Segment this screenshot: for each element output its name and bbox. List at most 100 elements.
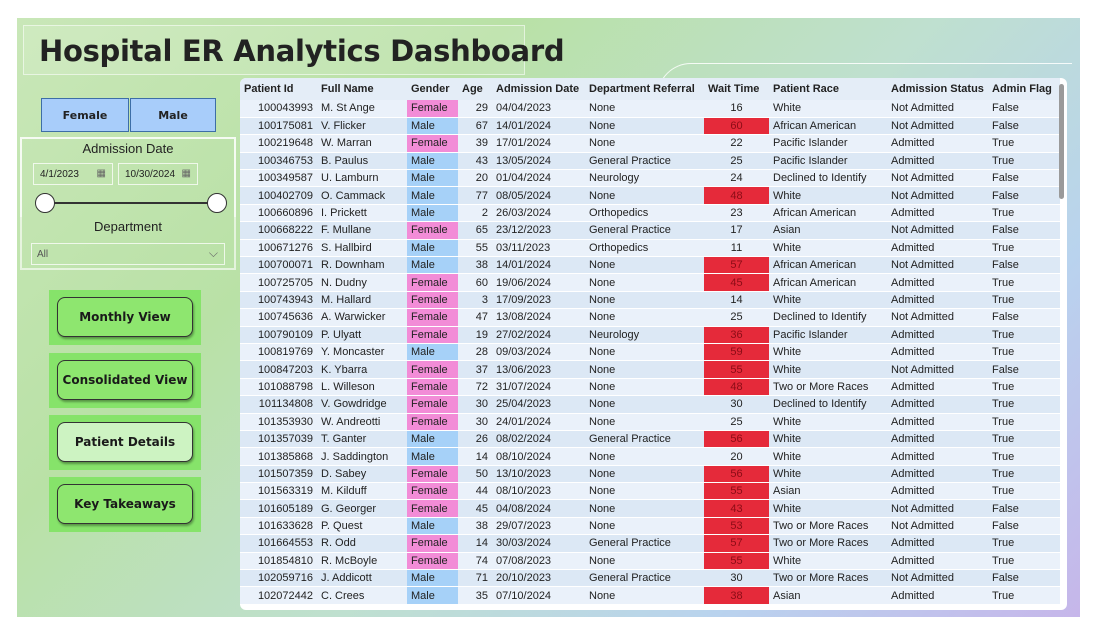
cell-patient-id: 100402709	[240, 186, 317, 205]
cell-full-name: S. Hallbird	[317, 239, 407, 258]
table-row: 100743943 M. Hallard Female 3 17/09/2023 None…	[240, 291, 1060, 310]
cell-gender: Female	[407, 360, 458, 379]
cell-department-referral: None	[585, 413, 704, 431]
cell-full-name: R. Downham	[317, 256, 407, 275]
cell-patient-id: 101134808	[240, 395, 317, 414]
monthly-view-button[interactable]: Monthly View	[57, 297, 193, 337]
cell-wait-time: 60	[704, 117, 769, 136]
date-range-slider[interactable]	[45, 202, 217, 204]
table-row: 100668222 F. Mullane Female 65 23/12/2023 Gen…	[240, 221, 1060, 240]
cell-wait-time: 57	[704, 256, 769, 275]
table-row: 100745636 A. Warwicker Female 47 13/08/2024 N…	[240, 308, 1060, 327]
cell-admin-flag: True	[988, 534, 1060, 553]
cell-patient-id: 101605189	[240, 499, 317, 518]
consolidated-view-button[interactable]: Consolidated View	[57, 360, 193, 400]
cell-patient-id: 100349587	[240, 169, 317, 188]
column-header-admin-flag[interactable]: Admin Flag	[988, 78, 1060, 100]
cell-admission-status: Admitted	[887, 552, 988, 571]
cell-admission-status: Admitted	[887, 430, 988, 449]
column-header-admission-date[interactable]: Admission Date	[492, 78, 585, 100]
cell-full-name: I. Prickett	[317, 204, 407, 223]
column-header-full-name[interactable]: Full Name	[317, 78, 407, 100]
cell-full-name: V. Gowdridge	[317, 395, 407, 414]
cell-full-name: P. Quest	[317, 517, 407, 536]
cell-admin-flag: False	[988, 308, 1060, 327]
cell-department-referral: Orthopedics	[585, 239, 704, 258]
slider-end-handle[interactable]	[207, 193, 227, 213]
column-header-patient-id[interactable]: Patient Id	[240, 78, 317, 100]
column-header-gender[interactable]: Gender	[407, 78, 458, 100]
cell-department-referral: None	[585, 100, 704, 118]
table-row: 100790109 P. Ulyatt Female 19 27/02/2024 Neur…	[240, 326, 1060, 344]
calendar-icon[interactable]: ▦	[181, 168, 191, 179]
cell-admin-flag: True	[988, 430, 1060, 449]
cell-admin-flag: True	[988, 291, 1060, 310]
end-date-input[interactable]: 10/30/2024 ▦	[118, 163, 198, 185]
cell-patient-race: White	[769, 447, 887, 466]
cell-admin-flag: True	[988, 395, 1060, 414]
table-row: 100346753 B. Paulus Male 43 13/05/2024 Genera…	[240, 152, 1060, 171]
cell-admin-flag: True	[988, 239, 1060, 258]
cell-admin-flag: True	[988, 482, 1060, 501]
cell-gender: Male	[407, 239, 458, 258]
column-header-wait-time[interactable]: Wait Time	[704, 78, 769, 100]
gender-filter-female[interactable]: Female	[41, 98, 129, 132]
cell-admission-status: Admitted	[887, 152, 988, 171]
column-header-department-referral[interactable]: Department Referral	[585, 78, 704, 100]
cell-patient-id: 100743943	[240, 291, 317, 310]
cell-gender: Female	[407, 273, 458, 292]
department-dropdown[interactable]: All ⌵	[31, 243, 225, 265]
cell-admission-date: 17/01/2024	[492, 134, 585, 153]
cell-department-referral: None	[585, 482, 704, 501]
column-header-patient-race[interactable]: Patient Race	[769, 78, 887, 100]
cell-admission-status: Not Admitted	[887, 100, 988, 118]
cell-wait-time: 53	[704, 517, 769, 536]
cell-admin-flag: True	[988, 204, 1060, 223]
cell-full-name: L. Willeson	[317, 378, 407, 397]
cell-admission-date: 13/05/2024	[492, 152, 585, 171]
slider-start-handle[interactable]	[35, 193, 55, 213]
gender-filter-male[interactable]: Male	[130, 98, 216, 132]
cell-patient-race: White	[769, 291, 887, 310]
cell-admin-flag: True	[988, 586, 1060, 605]
cell-full-name: Y. Moncaster	[317, 343, 407, 362]
cell-department-referral: None	[585, 378, 704, 397]
calendar-icon[interactable]: ▦	[96, 168, 106, 179]
cell-full-name: U. Lamburn	[317, 169, 407, 188]
cell-wait-time: 25	[704, 413, 769, 431]
cell-patient-id: 101357039	[240, 430, 317, 449]
cell-wait-time: 36	[704, 326, 769, 344]
column-header-admission-status[interactable]: Admission Status	[887, 78, 988, 100]
cell-admission-status: Admitted	[887, 413, 988, 431]
cell-full-name: K. Ybarra	[317, 360, 407, 379]
cell-wait-time: 14	[704, 291, 769, 310]
cell-admin-flag: False	[988, 117, 1060, 136]
cell-patient-race: African American	[769, 273, 887, 292]
cell-gender: Male	[407, 186, 458, 205]
cell-age: 43	[458, 152, 492, 171]
cell-admission-status: Admitted	[887, 239, 988, 258]
table-row: 100349587 U. Lamburn Male 20 01/04/2024 Neuro…	[240, 169, 1060, 188]
cell-department-referral: Neurology	[585, 169, 704, 188]
cell-patient-id: 100660896	[240, 204, 317, 223]
table-row: 101563319 M. Kilduff Female 44 08/10/2023 Non…	[240, 482, 1060, 501]
table-scrollbar[interactable]	[1059, 84, 1064, 199]
cell-gender: Male	[407, 117, 458, 136]
department-label: Department	[94, 219, 162, 234]
cell-age: 19	[458, 326, 492, 344]
cell-admission-status: Not Admitted	[887, 186, 988, 205]
cell-admission-status: Admitted	[887, 395, 988, 414]
column-header-age[interactable]: Age	[458, 78, 492, 100]
cell-full-name: T. Ganter	[317, 430, 407, 449]
table-row: 101507359 D. Sabey Female 50 13/10/2023 None 5…	[240, 465, 1060, 484]
patient-details-button[interactable]: Patient Details	[57, 422, 193, 462]
cell-admin-flag: True	[988, 378, 1060, 397]
cell-admission-status: Admitted	[887, 204, 988, 223]
cell-full-name: J. Addicott	[317, 569, 407, 588]
start-date-input[interactable]: 4/1/2023 ▦	[33, 163, 113, 185]
key-takeaways-button[interactable]: Key Takeaways	[57, 484, 193, 524]
cell-admission-status: Not Admitted	[887, 499, 988, 518]
cell-admin-flag: False	[988, 186, 1060, 205]
table-row: 100700071 R. Downham Male 38 14/01/2024 None 5…	[240, 256, 1060, 275]
patient-table-card: Patient Id Full Name Gender Age Admission Da…	[240, 78, 1067, 610]
